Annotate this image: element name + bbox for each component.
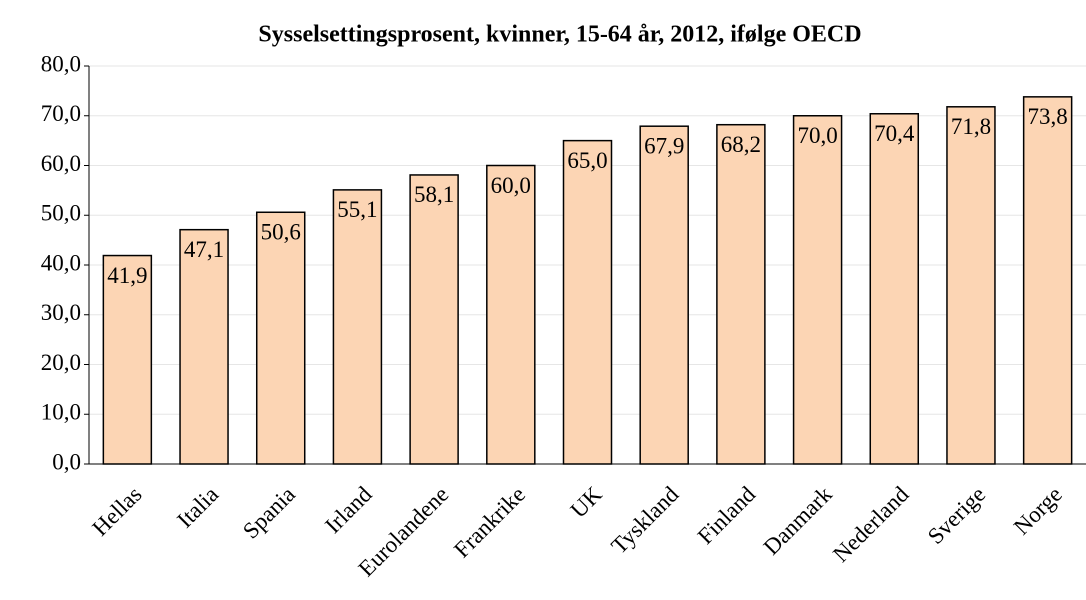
value-label: 41,9	[107, 263, 147, 288]
value-label: 68,2	[721, 132, 761, 157]
bar	[102, 254, 153, 465]
x-tick-label: Danmark	[759, 481, 838, 560]
y-tick-label: 20,0	[41, 350, 81, 375]
y-tick-label: 80,0	[41, 51, 81, 76]
y-tick-label: 0,0	[52, 449, 81, 474]
x-tick-label: Tyskland	[606, 481, 683, 558]
x-tick-label: Nederland	[828, 481, 914, 567]
bar	[332, 189, 383, 465]
value-label: 70,0	[797, 123, 837, 148]
x-tick-label: Norge	[1009, 482, 1067, 540]
x-tick-label: Hellas	[87, 482, 146, 541]
bar	[792, 115, 843, 465]
chart-title: Sysselsettingsprosent, kvinner, 15-64 år…	[258, 22, 861, 48]
value-label: 71,8	[951, 114, 991, 139]
value-label: 73,8	[1028, 104, 1068, 129]
x-tick-label: UK	[566, 481, 607, 522]
y-tick-label: 50,0	[41, 201, 81, 226]
y-tick-label: 70,0	[41, 101, 81, 126]
y-tick-label: 10,0	[41, 400, 81, 425]
x-tick-label: Frankrike	[449, 482, 530, 563]
value-label: 70,4	[874, 121, 915, 146]
bar	[255, 211, 306, 465]
value-label: 67,9	[644, 133, 684, 158]
value-label: 65,0	[567, 148, 607, 173]
bar	[486, 164, 536, 465]
bar	[639, 125, 689, 465]
y-tick-label: 60,0	[41, 151, 81, 176]
value-label: 50,6	[261, 220, 301, 245]
value-label: 58,1	[414, 182, 454, 207]
bar	[409, 174, 459, 465]
value-label: 55,1	[337, 197, 377, 222]
y-tick-label: 40,0	[41, 250, 81, 275]
x-tick-label: Sverige	[923, 482, 990, 549]
value-label: 60,0	[491, 173, 531, 198]
bar	[946, 106, 996, 465]
bar	[869, 113, 920, 465]
x-tick-label: Spania	[238, 482, 300, 544]
value-label: 47,1	[184, 237, 224, 262]
x-tick-label: Italia	[172, 482, 223, 533]
x-tick-label: Irland	[320, 481, 377, 538]
bar	[716, 123, 766, 465]
y-tick-label: 30,0	[41, 300, 81, 325]
bar	[179, 228, 229, 465]
bar	[562, 139, 613, 465]
bar	[1022, 96, 1073, 465]
x-tick-label: Finland	[693, 481, 761, 549]
